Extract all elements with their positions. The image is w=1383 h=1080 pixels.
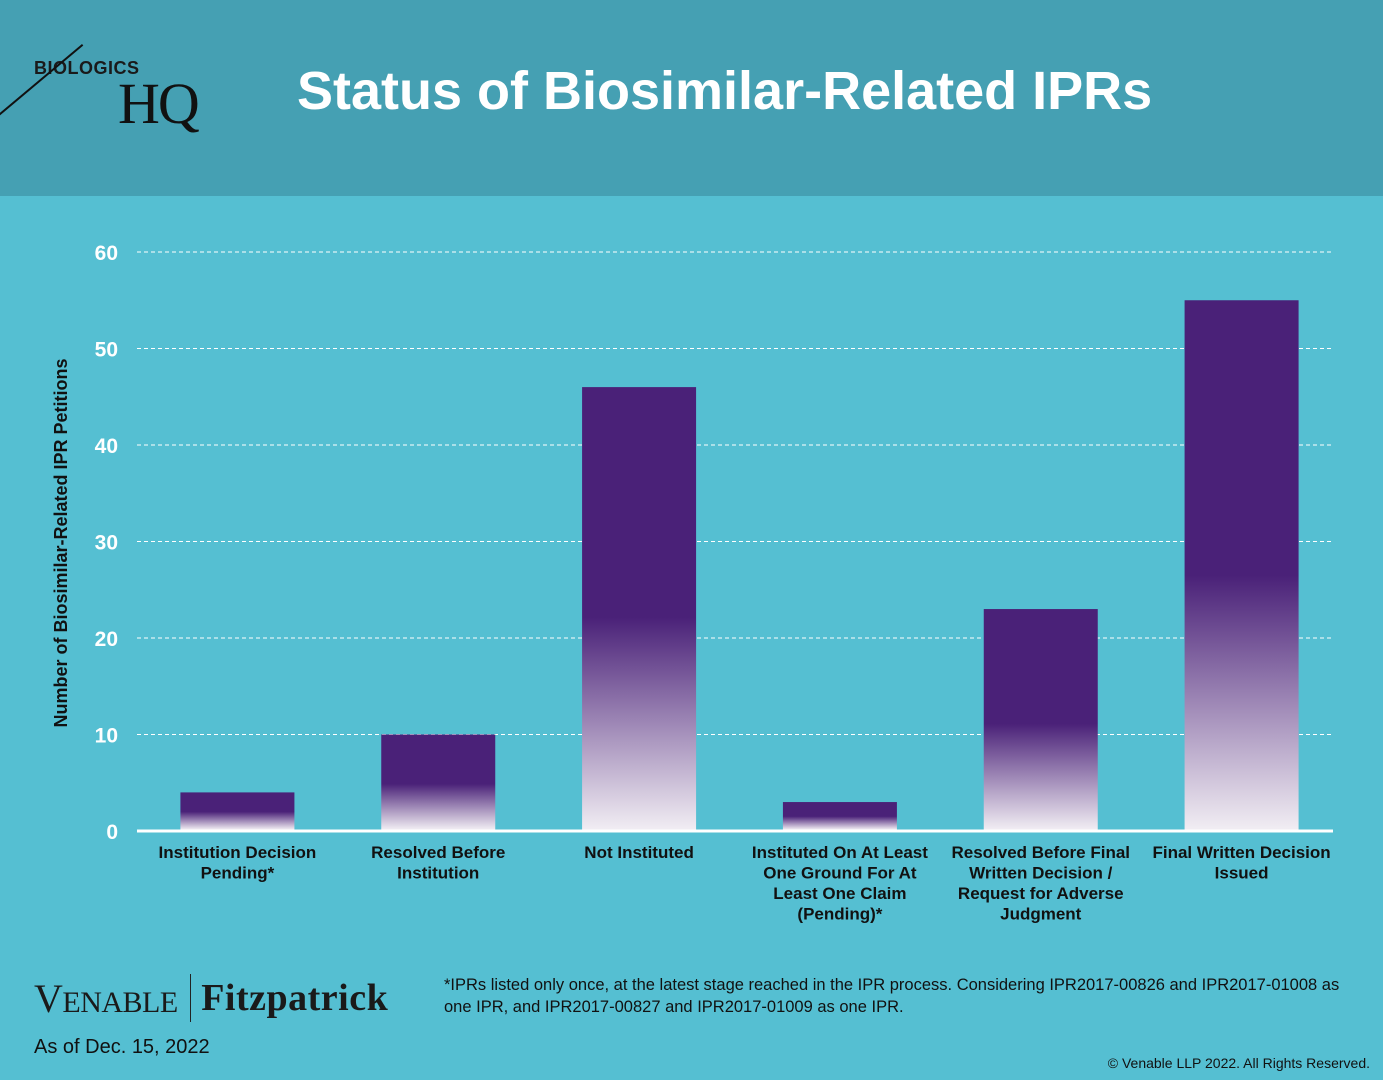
bar-chart: 0 10 20 30 40 50 60 Institution Decision Pendin… — [51, 242, 1333, 924]
copyright: © Venable LLP 2022. All Rights Reserved. — [1107, 1055, 1370, 1071]
y-tick-label: 0 — [106, 821, 118, 844]
logo-mark: HQ — [118, 71, 200, 136]
y-tick-labels: 0 10 20 30 40 50 60 — [95, 242, 118, 844]
category-label: Not Instituted — [584, 843, 694, 862]
category-labels: Institution Decision Pending* Resolved Bef… — [159, 843, 1331, 924]
biologics-hq-logo: BIOLOGICS HQ — [0, 40, 250, 155]
y-tick-label: 20 — [95, 628, 118, 651]
footnote: *IPRs listed only once, at the latest st… — [444, 976, 1340, 1016]
bars — [180, 300, 1299, 830]
y-tick-label: 60 — [95, 242, 118, 265]
category-label: Final Written Decision Issued — [1152, 843, 1330, 883]
bar — [782, 802, 897, 830]
bar — [381, 734, 496, 830]
bar — [582, 387, 697, 830]
bar — [983, 609, 1098, 830]
gridlines — [137, 251, 1333, 833]
brand-divider — [189, 974, 192, 1022]
brand-left: VENABLE — [34, 975, 178, 1021]
bar — [1184, 300, 1299, 830]
y-tick-label: 50 — [95, 339, 118, 362]
logo-slash — [0, 44, 84, 117]
brand-right: Fitzpatrick — [201, 977, 389, 1019]
category-label: Instituted On At Least One Ground For At L… — [752, 843, 928, 924]
category-label: Resolved Before Final Written Decision / R… — [951, 843, 1130, 924]
y-tick-label: 30 — [95, 532, 118, 555]
page-title: Status of Biosimilar-Related IPRs — [297, 61, 1153, 121]
category-label: Institution Decision Pending* — [159, 843, 317, 883]
category-label: Resolved Before Institution — [371, 843, 505, 883]
venable-fitzpatrick-logo: VENABLE Fitzpatrick — [34, 972, 388, 1024]
as-of-date: As of Dec. 15, 2022 — [34, 1036, 210, 1058]
y-tick-label: 40 — [95, 435, 118, 458]
y-tick-label: 10 — [95, 725, 118, 748]
bar — [180, 792, 295, 830]
header-banner: BIOLOGICS HQ Status of Biosimilar-Relate… — [0, 0, 1383, 196]
y-axis-label: Number of Biosimilar-Related IPR Petitio… — [51, 358, 71, 727]
